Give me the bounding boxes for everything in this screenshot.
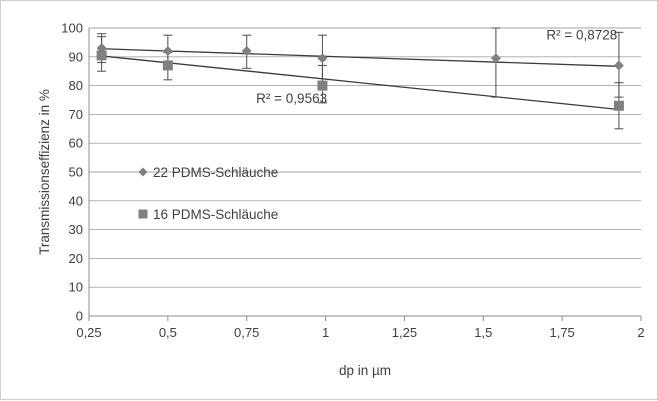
axis-layer [88, 28, 642, 321]
y-tick-label: 50 [69, 165, 83, 180]
trendline-layer [101, 48, 619, 111]
data-point-square [96, 50, 107, 61]
y-tick-label: 0 [76, 309, 83, 324]
data-point-square [613, 100, 624, 111]
marker-layer [96, 43, 624, 111]
legend-square-shape [138, 209, 148, 219]
legend: 22 PDMS-Schläuche 16 PDMS-Schläuche [138, 165, 278, 222]
x-axis-title: dp in µm [339, 363, 391, 378]
r2-label: R² = 0,8728 [546, 28, 617, 43]
x-tick-label: 0,5 [159, 325, 177, 340]
x-tick-label: 1 [322, 325, 329, 340]
data-point-diamond [613, 60, 624, 71]
data-point-diamond [317, 53, 328, 64]
y-tick-label: 60 [69, 136, 83, 151]
legend-label-16-pdms: 16 PDMS-Schläuche [153, 207, 278, 222]
y-tick-label: 20 [69, 251, 83, 266]
r2-label: R² = 0,9563 [256, 91, 327, 106]
trendline [101, 55, 619, 111]
data-point-diamond [241, 46, 252, 57]
data-point-square [317, 80, 328, 91]
legend-item-16-pdms: 16 PDMS-Schläuche [138, 207, 278, 222]
legend-label-22-pdms: 22 PDMS-Schläuche [153, 165, 278, 180]
y-tick-label: 30 [69, 222, 83, 237]
legend-square-marker [138, 209, 148, 219]
legend-diamond-shape [138, 167, 148, 177]
y-tick-label: 100 [61, 21, 83, 36]
data-point-diamond [162, 46, 173, 57]
legend-item-22-pdms: 22 PDMS-Schläuche [138, 165, 278, 180]
label-layer: 0 10 20 30 40 50 60 70 80 90 100 0,25 0,5 0,75 1 1,25 1,… [61, 21, 644, 341]
y-tick-label: 70 [69, 107, 83, 122]
y-tick-label: 40 [69, 193, 83, 208]
y-tick-label: 80 [69, 78, 83, 93]
data-point-diamond [490, 53, 501, 64]
x-tick-label: 2 [637, 325, 644, 340]
data-point-square [162, 60, 173, 71]
y-axis-title: Transmissionseffizienz in % [37, 89, 52, 255]
y-tick-label: 10 [69, 280, 83, 295]
legend-diamond-marker [138, 167, 148, 177]
x-tick-label: 0,25 [76, 325, 101, 340]
x-tick-label: 1,25 [392, 325, 417, 340]
grid-layer [89, 27, 641, 317]
error-bar-layer [97, 27, 624, 130]
x-tick-label: 0,75 [234, 325, 259, 340]
y-tick-label: 90 [69, 49, 83, 64]
x-tick-label: 1,75 [549, 325, 574, 340]
x-tick-label: 1,5 [474, 325, 492, 340]
trendline [101, 48, 619, 67]
